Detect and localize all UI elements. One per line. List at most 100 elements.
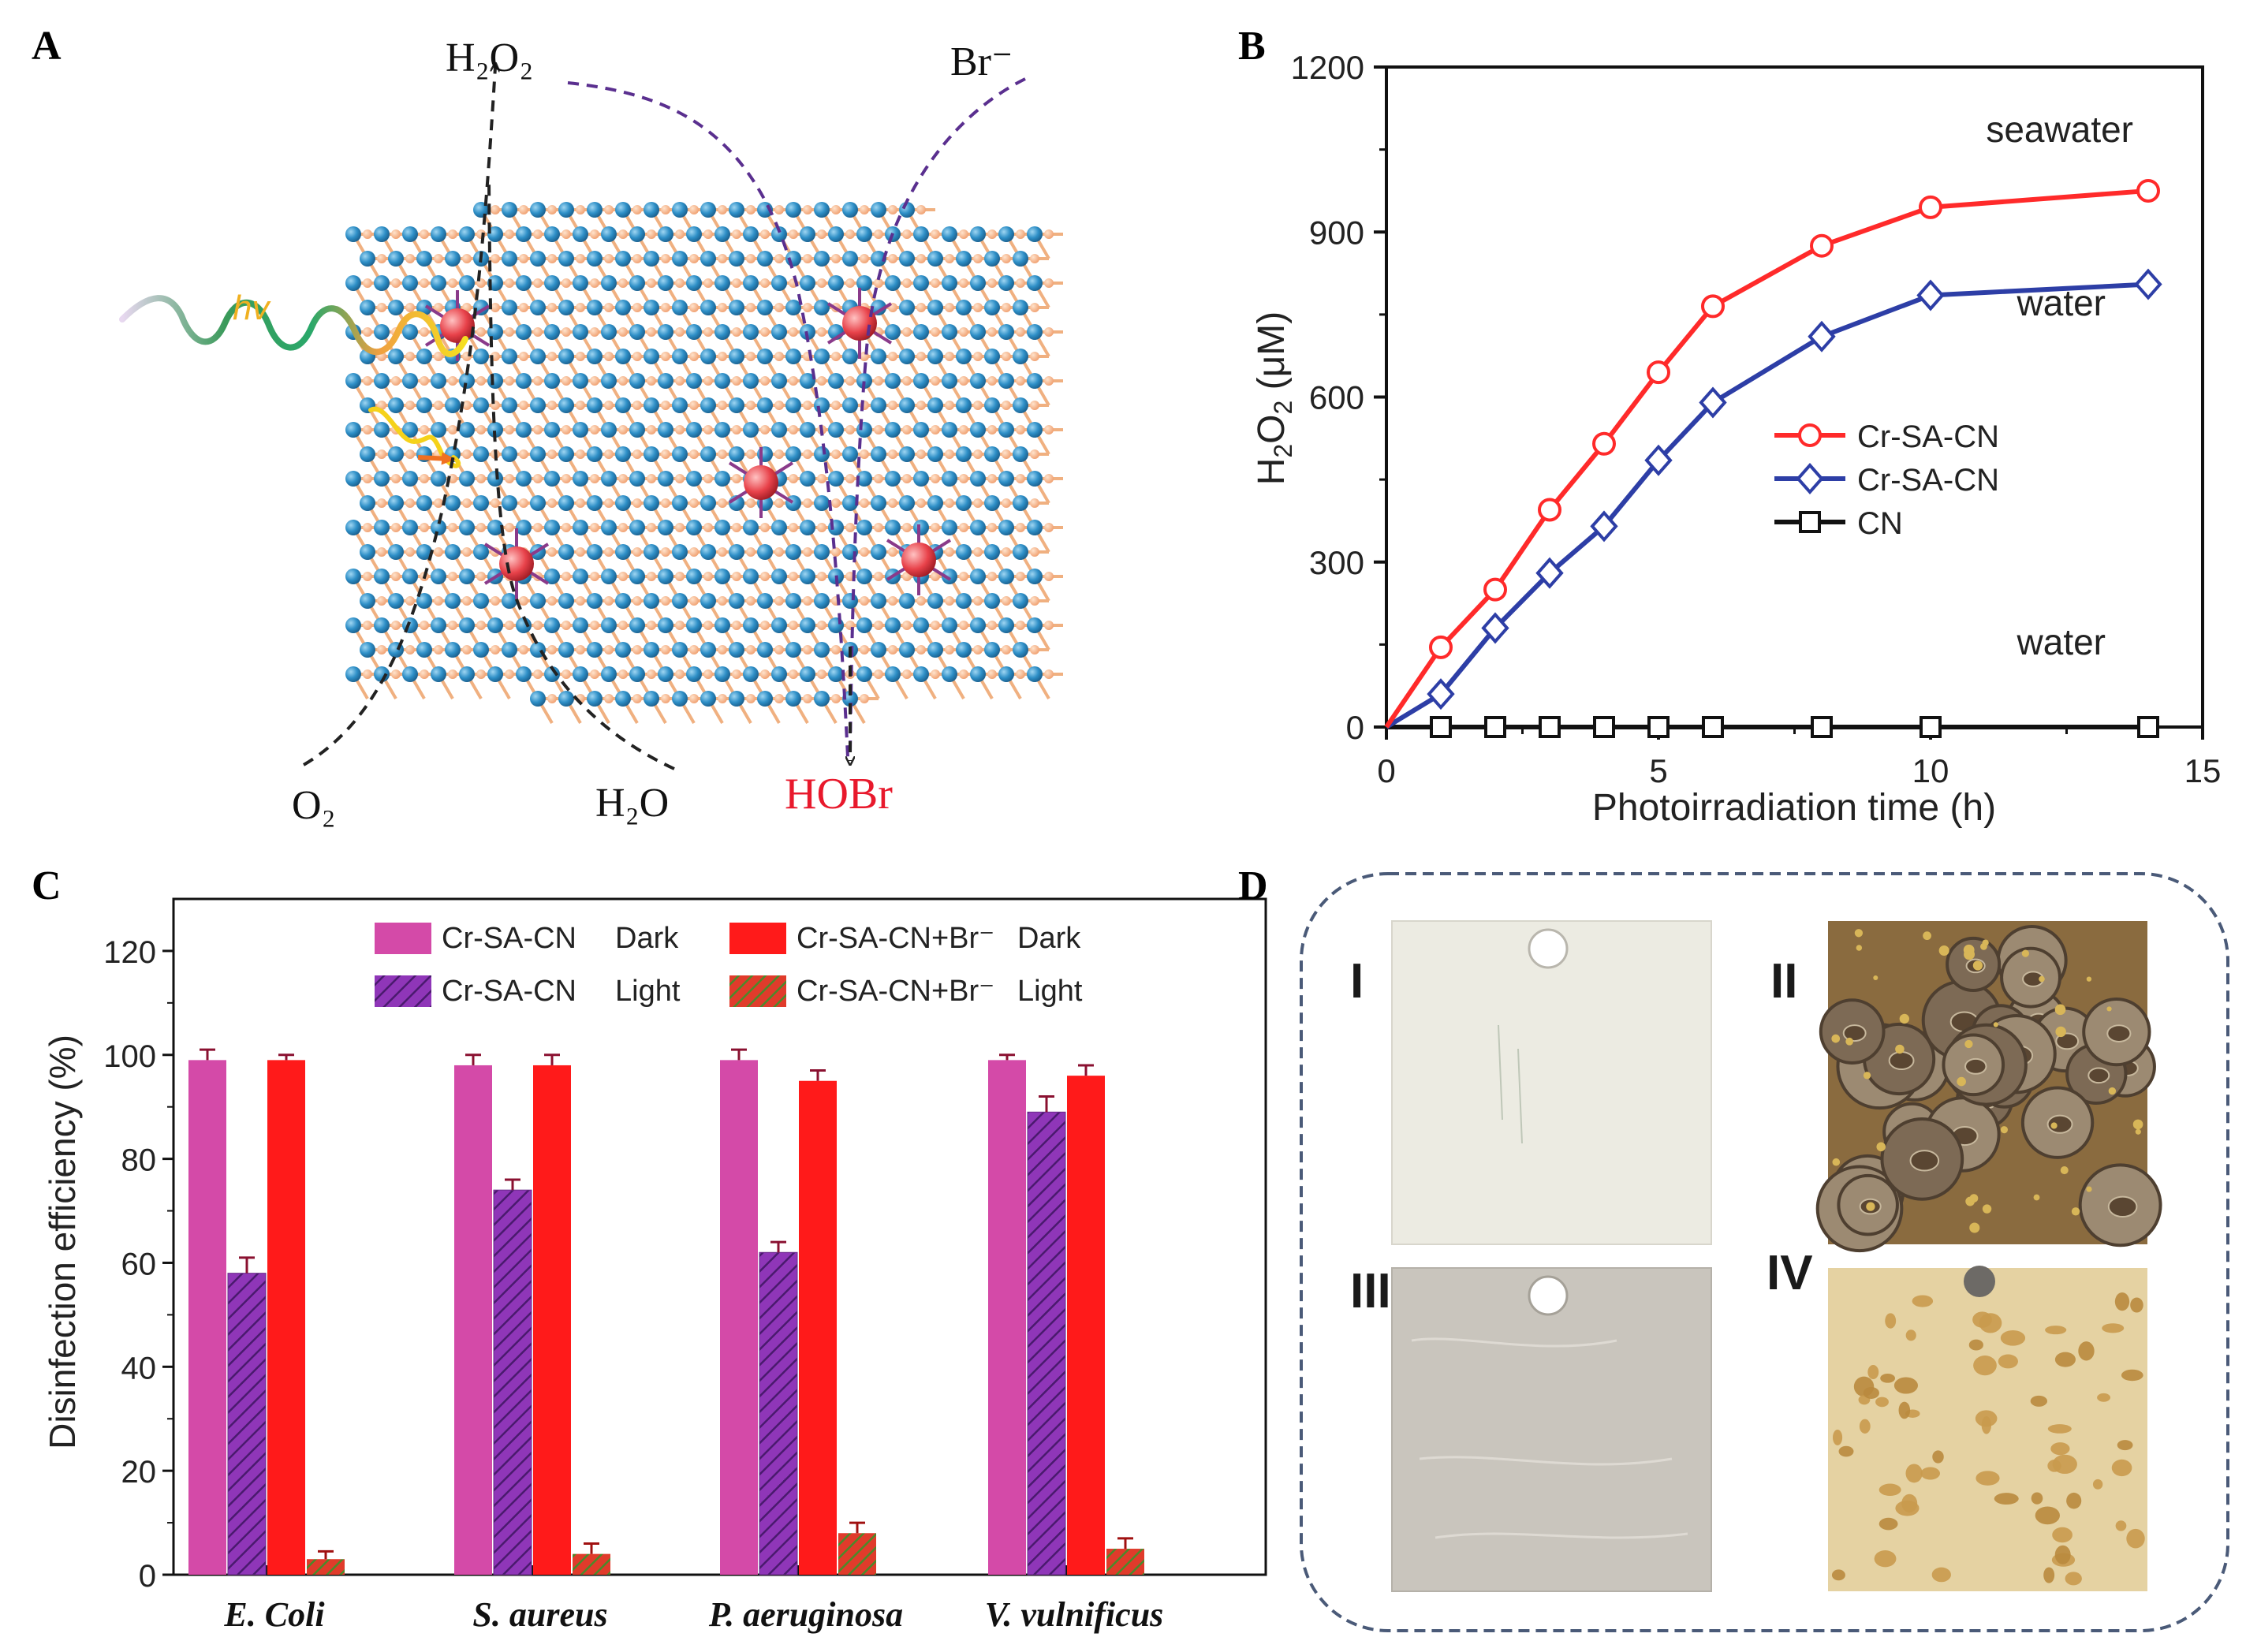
sediment-dot — [2055, 1026, 2066, 1038]
lattice-node-icon — [984, 446, 1000, 462]
lattice-link-icon — [916, 596, 926, 606]
lattice-node-icon — [487, 422, 503, 438]
lattice-node-icon — [615, 446, 631, 462]
lattice-link-icon — [590, 327, 599, 337]
lattice-node-icon — [828, 617, 844, 633]
lattice-node-icon — [1013, 495, 1028, 511]
sediment-dot — [1873, 975, 1879, 981]
lattice-node-icon — [970, 422, 986, 438]
lattice-link-icon — [632, 254, 642, 263]
chart-c-frame — [172, 897, 1267, 1576]
data-point — [2134, 268, 2162, 300]
lattice-link-icon — [931, 327, 940, 337]
lattice-link-icon — [420, 523, 429, 532]
lattice-node-icon — [402, 520, 418, 535]
lattice-link-icon — [533, 278, 543, 288]
lattice-node-icon — [431, 471, 446, 487]
lattice-node-icon — [345, 226, 361, 242]
lattice-link-icon — [405, 352, 415, 361]
lattice-link-icon — [945, 498, 954, 508]
lattice-node-icon — [899, 251, 915, 267]
lattice-link-icon — [874, 229, 883, 239]
y-tick-label: 1200 — [1291, 49, 1364, 86]
lattice-link-icon — [1030, 596, 1039, 606]
lattice-link-icon — [391, 278, 401, 288]
lattice-node-icon — [913, 226, 929, 242]
hv-label: hv — [233, 289, 271, 327]
lattice-node-icon — [942, 324, 957, 340]
fouling-spot — [2047, 1424, 2072, 1434]
category-label: E. Coli — [223, 1595, 325, 1634]
lattice-node-icon — [729, 251, 744, 267]
lattice-node-icon — [658, 520, 673, 535]
legend-label: Cr-SA-CN — [1857, 420, 1999, 454]
lattice-node-icon — [530, 495, 546, 511]
lattice-node-icon — [573, 324, 588, 340]
lattice-node-icon — [558, 593, 574, 609]
lattice-node-icon — [913, 617, 929, 633]
lattice-node-icon — [431, 520, 446, 535]
lattice-link-icon — [448, 229, 457, 239]
lattice-link-icon — [888, 498, 897, 508]
lattice-node-icon — [374, 226, 390, 242]
lattice-node-icon — [970, 471, 986, 487]
lattice-node-icon — [828, 275, 844, 291]
sediment-dot — [2060, 1166, 2069, 1175]
lattice-link-icon — [1016, 523, 1025, 532]
lattice-node-icon — [871, 349, 886, 364]
lattice-node-icon — [970, 520, 986, 535]
lattice-node-icon — [700, 593, 716, 609]
lattice-link-icon — [661, 401, 670, 410]
lattice-link-icon — [434, 401, 443, 410]
h2o-path — [487, 181, 675, 770]
lattice-node-icon — [629, 569, 645, 584]
lattice-node-icon — [431, 617, 446, 633]
lattice-node-icon — [686, 373, 702, 389]
fouling-spot — [1932, 1450, 1944, 1464]
lattice-link-icon — [902, 327, 912, 337]
lattice-node-icon — [502, 397, 517, 413]
lattice-node-icon — [927, 349, 943, 364]
lattice-link-icon — [1016, 572, 1025, 581]
data-point — [1699, 386, 1727, 419]
lattice-node-icon — [644, 397, 659, 413]
legend-condition: Light — [615, 975, 681, 1008]
lattice-node-icon — [856, 520, 872, 535]
lattice-node-icon — [785, 544, 801, 560]
legend-condition: Light — [1017, 975, 1083, 1008]
lattice-node-icon — [629, 226, 645, 242]
lattice-link-icon — [959, 278, 968, 288]
data-point — [1647, 716, 1670, 738]
lattice-link-icon — [789, 621, 798, 630]
lattice-link-icon — [632, 694, 642, 703]
hobr-label: HOBr — [785, 770, 893, 819]
lattice-link-icon — [746, 645, 756, 654]
lattice-node-icon — [800, 666, 815, 682]
fouling-spot — [1859, 1419, 1871, 1434]
lattice-node-icon — [814, 593, 830, 609]
lattice-node-icon — [871, 251, 886, 267]
lattice-link-icon — [760, 376, 770, 386]
lattice-link-icon — [689, 498, 699, 508]
lattice-node-icon — [700, 446, 716, 462]
lattice-link-icon — [1016, 669, 1025, 679]
lattice-node-icon — [814, 300, 830, 315]
sediment-dot — [2135, 1128, 2141, 1135]
legend-swatch — [729, 923, 786, 954]
lattice-link-icon — [931, 572, 940, 581]
barnacle-opening — [1964, 1057, 1987, 1075]
lattice-link-icon — [505, 523, 514, 532]
y-tick-label: 100 — [103, 1039, 156, 1074]
lattice-node-icon — [345, 617, 361, 633]
data-point — [1538, 498, 1561, 522]
lattice-node-icon — [885, 617, 901, 633]
lattice-node-icon — [998, 569, 1014, 584]
lattice-node-icon — [345, 520, 361, 535]
lattice-link-icon — [803, 401, 812, 410]
lattice-link-icon — [902, 523, 912, 532]
lattice-link-icon — [945, 401, 954, 410]
sediment-dot — [1895, 1044, 1905, 1054]
lattice-link-icon — [774, 694, 784, 703]
lattice-node-icon — [573, 275, 588, 291]
lattice-node-icon — [871, 202, 886, 218]
